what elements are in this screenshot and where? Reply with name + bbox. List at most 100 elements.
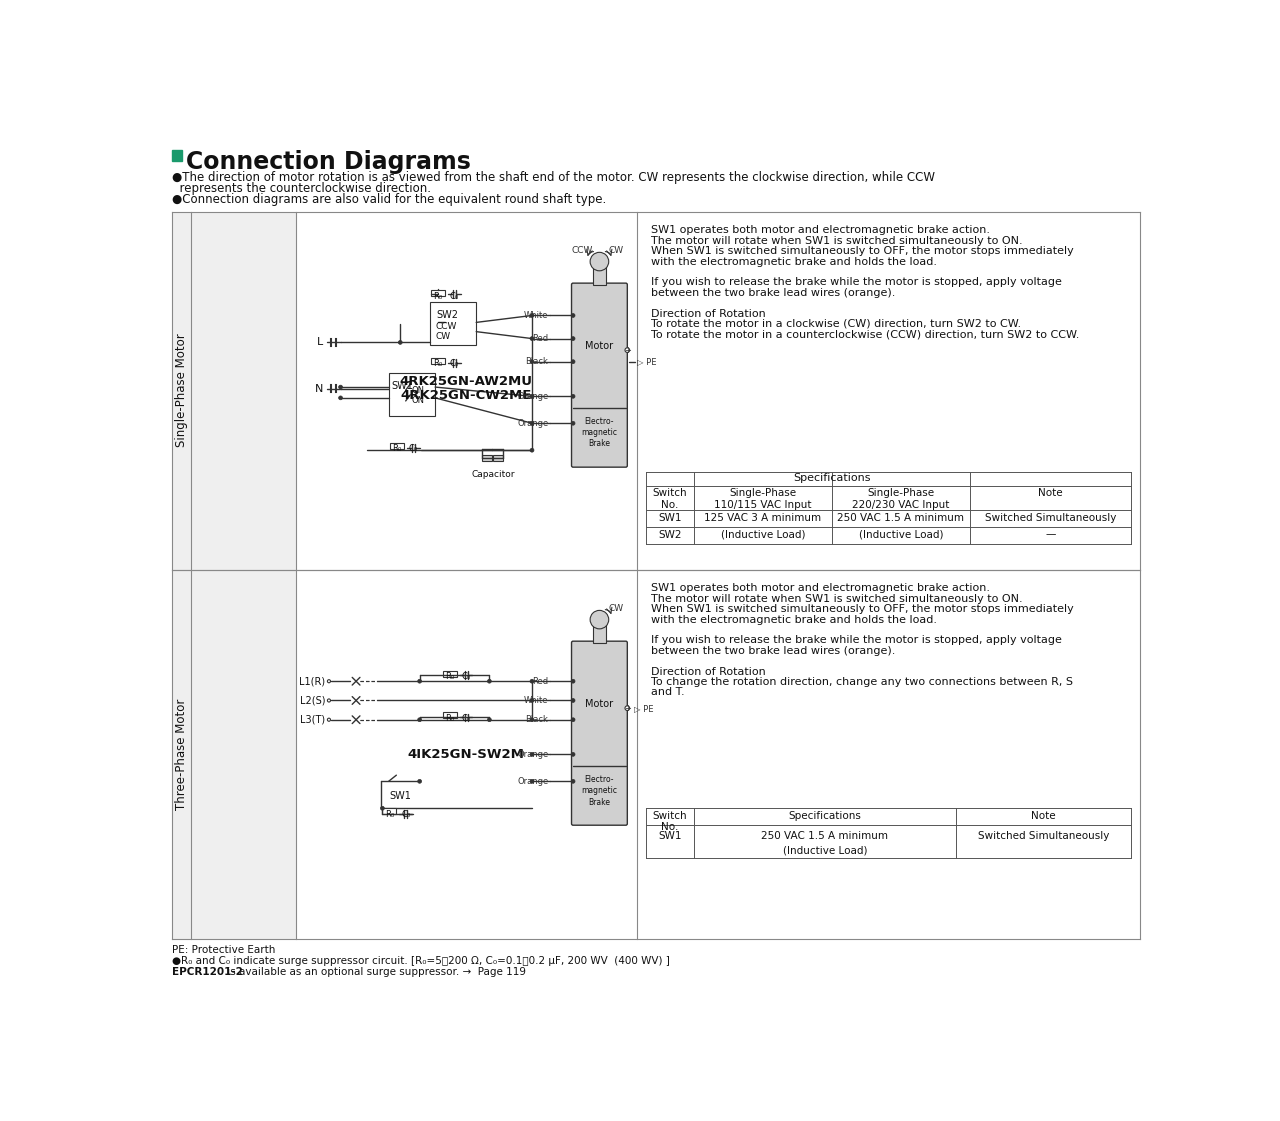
Bar: [483, 455, 492, 461]
Text: Switch
No.: Switch No.: [653, 488, 687, 510]
Text: Note: Note: [1038, 488, 1062, 498]
Text: PE: Protective Earth: PE: Protective Earth: [172, 945, 275, 955]
Text: Note: Note: [1032, 810, 1056, 821]
Text: ON: ON: [412, 386, 425, 395]
Text: 250 VAC 1.5 A minimum: 250 VAC 1.5 A minimum: [837, 512, 964, 522]
Text: Motor: Motor: [585, 700, 613, 710]
Text: Specifications: Specifications: [794, 473, 870, 483]
Circle shape: [328, 698, 330, 702]
Text: SW1: SW1: [658, 832, 682, 842]
Text: When SW1 is switched simultaneously to OFF, the motor stops immediately: When SW1 is switched simultaneously to O…: [650, 604, 1074, 614]
Circle shape: [530, 336, 534, 341]
Text: Connection Diagrams: Connection Diagrams: [186, 150, 471, 174]
Text: To rotate the motor in a counterclockwise (CCW) direction, turn SW2 to CCW.: To rotate the motor in a counterclockwis…: [650, 330, 1079, 340]
Text: (Inductive Load): (Inductive Load): [721, 529, 805, 539]
Text: White: White: [524, 696, 548, 705]
Text: C₀: C₀: [449, 291, 460, 300]
Text: 4IK25GN-SW2M: 4IK25GN-SW2M: [408, 748, 525, 761]
Text: Capacitor: Capacitor: [471, 470, 515, 480]
Text: Orange: Orange: [517, 777, 548, 786]
Circle shape: [488, 679, 492, 683]
Text: The motor will rotate when SW1 is switched simultaneously to ON.: The motor will rotate when SW1 is switch…: [650, 235, 1023, 245]
Text: between the two brake lead wires (orange).: between the two brake lead wires (orange…: [650, 288, 895, 298]
Text: +: +: [623, 704, 631, 713]
Text: R₀: R₀: [445, 714, 454, 723]
Bar: [443, 671, 457, 677]
Text: CCW: CCW: [436, 323, 457, 332]
Circle shape: [530, 779, 534, 784]
Text: Orange: Orange: [517, 392, 548, 401]
Circle shape: [380, 806, 384, 810]
Text: 4RK25GN-CW2ME: 4RK25GN-CW2ME: [401, 389, 531, 402]
Circle shape: [328, 679, 330, 683]
Text: C₀: C₀: [462, 671, 471, 680]
Bar: [172, 569, 296, 939]
Text: L2(S): L2(S): [300, 695, 325, 705]
Text: SW1 operates both motor and electromagnetic brake action.: SW1 operates both motor and electromagne…: [650, 225, 989, 235]
FancyBboxPatch shape: [572, 284, 627, 467]
Text: Switched Simultaneously: Switched Simultaneously: [984, 512, 1116, 522]
Text: —: —: [1046, 529, 1056, 539]
Circle shape: [625, 706, 630, 711]
Text: Single-Phase
220/230 VAC Input: Single-Phase 220/230 VAC Input: [852, 488, 950, 510]
Text: +: +: [623, 345, 631, 354]
Text: represents the counterclockwise direction.: represents the counterclockwise directio…: [172, 183, 430, 195]
Circle shape: [328, 719, 330, 721]
Text: To rotate the motor in a clockwise (CW) direction, turn SW2 to CW.: To rotate the motor in a clockwise (CW) …: [650, 319, 1020, 328]
Circle shape: [417, 717, 421, 722]
Circle shape: [530, 717, 534, 722]
Text: Switched Simultaneously: Switched Simultaneously: [978, 832, 1110, 842]
Text: L: L: [317, 337, 324, 348]
Text: CCW: CCW: [572, 245, 593, 254]
Circle shape: [417, 779, 421, 784]
Bar: [430, 303, 476, 345]
Text: Specifications: Specifications: [788, 810, 861, 821]
Circle shape: [339, 396, 343, 400]
Text: Orange: Orange: [517, 419, 548, 428]
Text: between the two brake lead wires (orange).: between the two brake lead wires (orange…: [650, 646, 895, 656]
Bar: [389, 373, 435, 416]
Text: C₀: C₀: [408, 444, 419, 453]
Text: with the electromagnetic brake and holds the load.: with the electromagnetic brake and holds…: [650, 257, 937, 267]
Text: ▷ PE: ▷ PE: [634, 704, 653, 713]
Text: SW1 operates both motor and electromagnetic brake action.: SW1 operates both motor and electromagne…: [650, 583, 989, 593]
Text: ▷ PE: ▷ PE: [636, 358, 657, 367]
Text: is available as an optional surge suppressor. →  Page 119: is available as an optional surge suppre…: [224, 967, 526, 976]
Circle shape: [571, 752, 575, 757]
Text: The motor will rotate when SW1 is switched simultaneously to ON.: The motor will rotate when SW1 is switch…: [650, 594, 1023, 604]
Text: R₀: R₀: [445, 671, 454, 680]
Text: SW2: SW2: [436, 311, 458, 321]
Text: C₀: C₀: [462, 714, 471, 723]
Circle shape: [571, 779, 575, 784]
Circle shape: [571, 360, 575, 363]
Circle shape: [488, 717, 492, 722]
Text: ●R₀ and C₀ indicate surge suppressor circuit. [R₀=5～200 Ω, C₀=0.1～0.2 μF, 200 WV: ●R₀ and C₀ indicate surge suppressor cir…: [172, 956, 669, 966]
Bar: [383, 808, 397, 815]
Circle shape: [590, 252, 609, 271]
Text: Direction of Rotation: Direction of Rotation: [650, 308, 765, 318]
Text: White: White: [524, 311, 548, 319]
Circle shape: [398, 341, 402, 344]
Circle shape: [530, 752, 534, 757]
Bar: [593, 261, 605, 285]
Circle shape: [571, 336, 575, 341]
Text: CW: CW: [609, 245, 625, 254]
Text: Electro-
magnetic
Brake: Electro- magnetic Brake: [581, 776, 617, 806]
Circle shape: [339, 386, 343, 389]
Circle shape: [571, 717, 575, 722]
Circle shape: [571, 679, 575, 683]
Circle shape: [571, 698, 575, 703]
Text: Direction of Rotation: Direction of Rotation: [650, 667, 765, 677]
Text: Red: Red: [532, 334, 548, 343]
Text: ●The direction of motor rotation is as viewed from the shaft end of the motor. C: ●The direction of motor rotation is as v…: [172, 172, 934, 185]
Circle shape: [530, 395, 534, 398]
Text: SW1: SW1: [389, 790, 411, 800]
Bar: [593, 620, 605, 642]
Circle shape: [530, 448, 534, 452]
Text: L1(R): L1(R): [300, 676, 325, 686]
Text: If you wish to release the brake while the motor is stopped, apply voltage: If you wish to release the brake while t…: [650, 636, 1061, 646]
Text: 125 VAC 3 A minimum: 125 VAC 3 A minimum: [704, 512, 822, 522]
Text: Motor: Motor: [585, 341, 613, 351]
Text: Switch
No.: Switch No.: [653, 810, 687, 832]
Text: 4RK25GN-AW2MU: 4RK25GN-AW2MU: [399, 374, 532, 388]
